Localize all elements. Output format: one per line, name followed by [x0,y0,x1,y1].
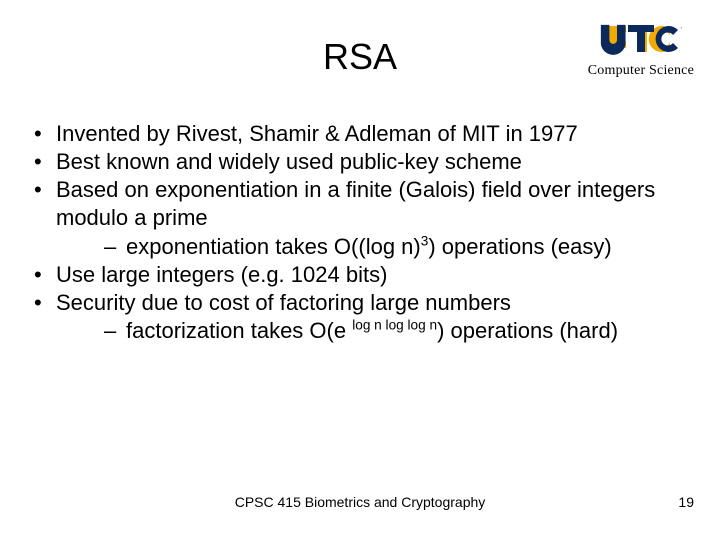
slide-title: RSA [323,36,397,78]
list-item: Invented by Rivest, Shamir & Adleman of … [28,120,692,148]
logo-group: ™ Computer Science [588,22,694,79]
bullet-text: Use large integers (e.g. 1024 bits) [56,262,387,287]
slide-body: Invented by Rivest, Shamir & Adleman of … [28,120,692,345]
list-item: Best known and widely used public-key sc… [28,148,692,176]
list-item: Use large integers (e.g. 1024 bits) [28,261,692,289]
slide-footer: CPSC 415 Biometrics and Cryptography 19 [0,494,720,518]
bullet-text: Security due to cost of factoring large … [56,290,511,315]
footer-course-label: CPSC 415 Biometrics and Cryptography [235,494,486,510]
slide-header: RSA [0,22,720,86]
list-item: exponentiation takes O((log n)3) operati… [56,233,692,261]
list-item: factorization takes O(e log n log log n)… [56,317,692,345]
bullet-text: Based on exponentiation in a finite (Gal… [56,177,655,230]
page-number: 19 [678,494,694,510]
bullet-text: Best known and widely used public-key sc… [56,149,522,174]
bullet-text: factorization takes O(e log n log log n)… [126,318,618,343]
bullet-text: Invented by Rivest, Shamir & Adleman of … [56,121,578,146]
bullet-text: exponentiation takes O((log n)3) operati… [126,234,612,259]
sub-bullet-list: factorization takes O(e log n log log n)… [56,317,692,345]
utc-logo-icon: ™ [600,22,682,61]
bullet-list: Invented by Rivest, Shamir & Adleman of … [28,120,692,345]
department-label: Computer Science [588,63,694,79]
slide: RSA [0,0,720,540]
sub-bullet-list: exponentiation takes O((log n)3) operati… [56,233,692,261]
list-item: Security due to cost of factoring large … [28,289,692,345]
list-item: Based on exponentiation in a finite (Gal… [28,176,692,260]
trademark-icon: ™ [680,26,682,31]
